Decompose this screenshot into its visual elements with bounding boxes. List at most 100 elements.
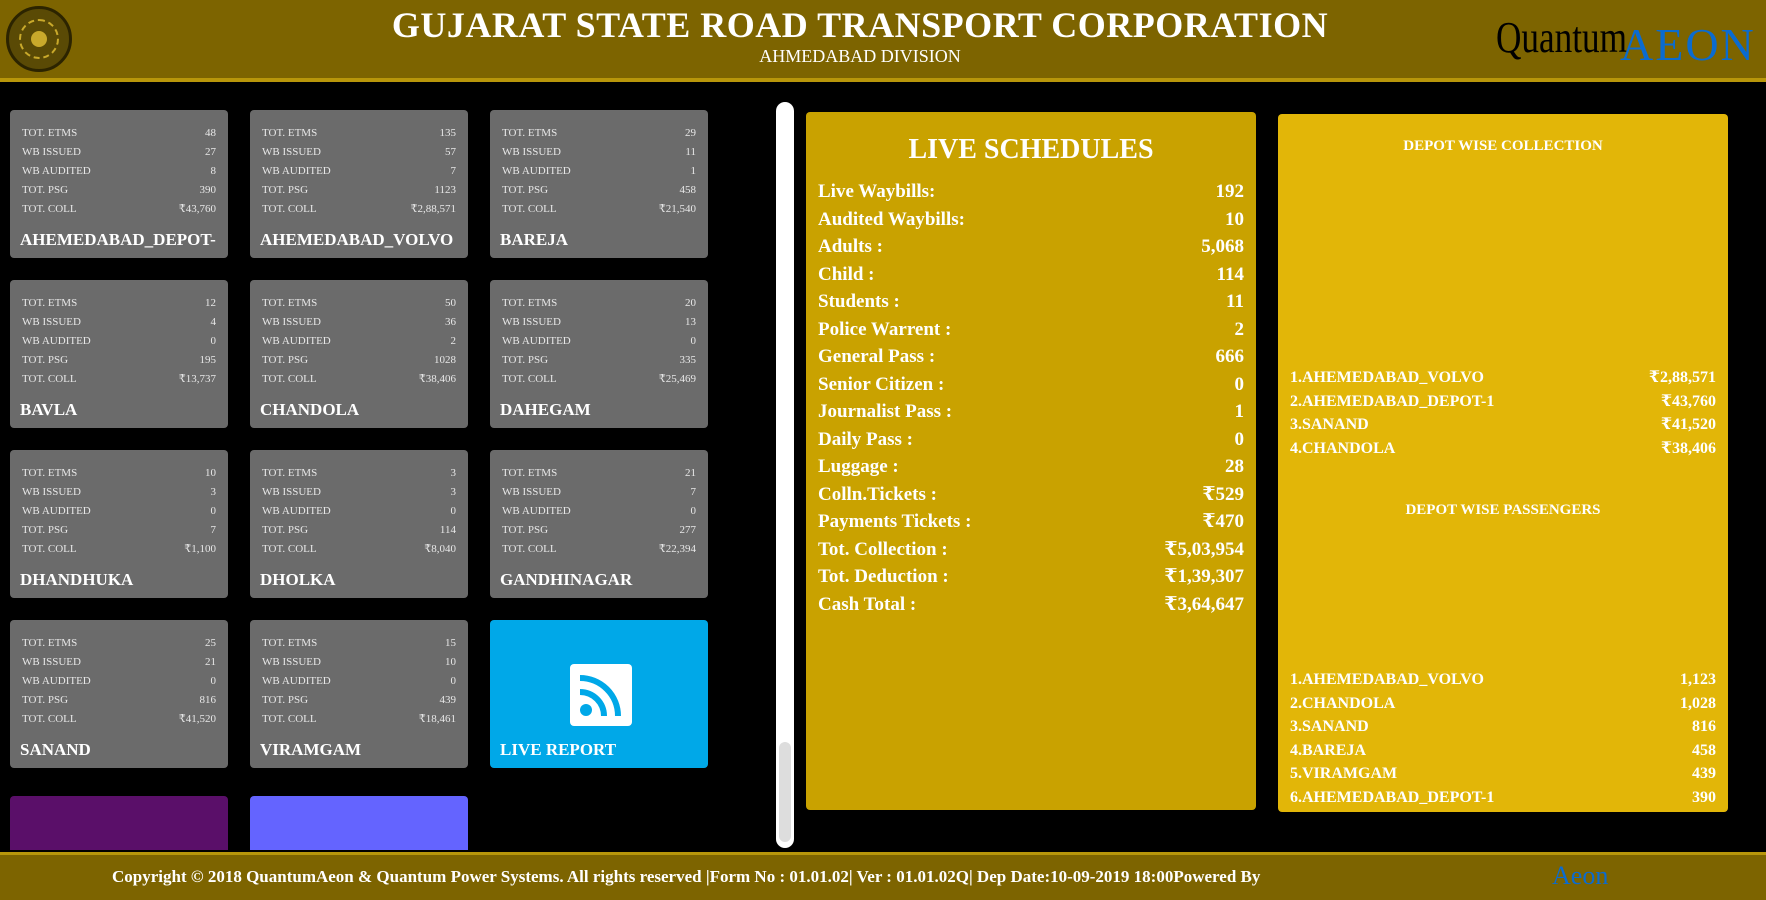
tile-stat-label: TOT. PSG (502, 524, 549, 536)
tile-stat-row: TOT. PSG 1028 (262, 351, 456, 370)
blue-tile[interactable] (250, 796, 468, 850)
tile-stat-value: 114 (439, 524, 456, 536)
live-stat-row: Journalist Pass : 1 (818, 398, 1244, 426)
depot-passengers-row: 1.AHEMEDABAD_VOLVO 1,123 (1290, 668, 1716, 692)
depot-tile[interactable]: TOT. ETMS 12 WB ISSUED 4 WB AUDITED 0 TOT. PSG… (10, 280, 228, 428)
header-bar: GUJARAT STATE ROAD TRANSPORT CORPORATION… (0, 0, 1766, 82)
tile-stat-row: WB ISSUED 57 (262, 143, 456, 162)
live-stat-label: Live Waybills: (818, 181, 936, 202)
live-schedules-title: LIVE SCHEDULES (908, 134, 1154, 165)
tile-stat-value: 439 (439, 694, 457, 706)
depot-tile[interactable]: TOT. ETMS 135 WB ISSUED 57 WB AUDITED 7 TOT. P… (250, 110, 468, 258)
tile-stat-row: TOT. PSG 114 (262, 521, 456, 540)
depot-tile[interactable]: TOT. ETMS 3 WB ISSUED 3 WB AUDITED 0 TOT. PSG 1… (250, 450, 468, 598)
tile-stat-row: TOT. ETMS 135 (262, 124, 456, 143)
tile-stat-value: ₹25,469 (658, 373, 696, 385)
depot-tile[interactable]: TOT. ETMS 29 WB ISSUED 11 WB AUDITED 1 TOT. PS… (490, 110, 708, 258)
tile-stat-value: 1123 (434, 184, 456, 196)
scrollbar-thumb[interactable] (779, 742, 791, 842)
depot-passengers-row: 4.BAREJA 458 (1290, 739, 1716, 763)
depot-tile[interactable]: TOT. ETMS 21 WB ISSUED 7 WB AUDITED 0 TOT. PSG… (490, 450, 708, 598)
tile-stat-label: WB AUDITED (502, 335, 571, 347)
live-stat-label: Students : (818, 291, 900, 312)
live-stat-value: 28 (1225, 456, 1244, 477)
purple-tile[interactable] (10, 796, 228, 850)
tile-stat-value: 57 (445, 146, 456, 158)
tile-stat-value: ₹43,760 (178, 203, 216, 215)
tile-stat-label: TOT. PSG (262, 524, 309, 536)
tile-stat-value: 4 (210, 316, 217, 328)
live-stat-label: Journalist Pass : (818, 401, 953, 422)
tile-stat-label: WB AUDITED (262, 675, 331, 687)
live-stat-row: Police Warrent : 2 (818, 316, 1244, 344)
live-stat-row: Daily Pass : 0 (818, 426, 1244, 454)
tile-stat-row: WB ISSUED 13 (502, 313, 696, 332)
tile-stat-label: TOT. COLL (22, 373, 77, 385)
tile-stat-row: TOT. COLL ₹2,88,571 (262, 200, 456, 219)
live-stat-row: Tot. Deduction : ₹1,39,307 (818, 563, 1244, 591)
tile-stat-row: WB ISSUED 27 (22, 143, 216, 162)
live-stat-row: Luggage : 28 (818, 453, 1244, 481)
tile-stat-label: TOT. PSG (22, 694, 69, 706)
depot-tile[interactable]: TOT. ETMS 48 WB ISSUED 27 WB AUDITED 8 TOT. PS… (10, 110, 228, 258)
rss-icon (570, 664, 632, 726)
tile-depot-name: AHEMEDABAD_DEPOT- (20, 230, 216, 249)
tile-stat-value: 0 (690, 505, 697, 517)
live-stat-label: Senior Citizen : (818, 373, 945, 395)
tile-stat-row: WB ISSUED 11 (502, 143, 696, 162)
depot-tile[interactable]: TOT. ETMS 50 WB ISSUED 36 WB AUDITED 2 TOT. PS… (250, 280, 468, 428)
tile-stat-row: TOT. PSG 7 (22, 521, 216, 540)
tile-stat-label: TOT. PSG (502, 354, 549, 366)
footer-copyright: Copyright © 2018 QuantumAeon & Quantum P… (112, 867, 1261, 886)
depot-tile[interactable]: TOT. ETMS 15 WB ISSUED 10 WB AUDITED 0 TOT. PS… (250, 620, 468, 768)
tile-stat-label: TOT. PSG (22, 524, 69, 536)
tile-stat-label: WB ISSUED (22, 486, 81, 498)
tile-stat-value: ₹38,406 (418, 373, 456, 385)
depot-tile[interactable]: TOT. ETMS 20 WB ISSUED 13 WB AUDITED 0 TOT. PS… (490, 280, 708, 428)
page-subtitle: AHMEDABAD DIVISION (759, 46, 961, 66)
depot-tile[interactable]: TOT. ETMS 25 WB ISSUED 21 WB AUDITED 0 TOT. PS… (10, 620, 228, 768)
depot-tile[interactable]: TOT. ETMS 10 WB ISSUED 3 WB AUDITED 0 TOT. PSG… (10, 450, 228, 598)
depot-collection-title: DEPOT WISE COLLECTION (1403, 138, 1603, 154)
tile-stat-label: TOT. PSG (22, 184, 69, 196)
live-stat-row: Students : 11 (818, 288, 1244, 316)
depot-passengers-row-name: 5.VIRAMGAM (1290, 765, 1398, 782)
live-stat-row: General Pass : 666 (818, 343, 1244, 371)
tile-stat-value: 29 (685, 127, 696, 139)
tile-stat-row: WB AUDITED 0 (262, 672, 456, 691)
vertical-scrollbar[interactable] (776, 102, 794, 848)
tile-stat-value: 10 (205, 467, 216, 479)
depot-collection-row-name: 3.SANAND (1290, 416, 1369, 433)
depot-collection-row-value: ₹38,406 (1660, 439, 1716, 457)
live-stat-label: Payments Tickets : (818, 511, 972, 532)
tile-stat-value: 458 (679, 184, 697, 196)
tile-stat-row: TOT. COLL ₹22,394 (502, 540, 696, 559)
tile-stat-row: TOT. COLL ₹1,100 (22, 540, 216, 559)
live-stat-label: Child : (818, 263, 875, 285)
tile-stat-value: 0 (210, 505, 217, 517)
tile-depot-name: VIRAMGAM (260, 740, 362, 759)
live-report-tile[interactable]: LIVE REPORT (490, 620, 708, 768)
live-report-label: LIVE REPORT (500, 740, 617, 759)
tile-stat-label: TOT. COLL (262, 713, 317, 725)
tile-stat-value: ₹8,040 (424, 543, 456, 555)
tile-depot-name: AHEMEDABAD_VOLVO (260, 230, 454, 249)
tile-stat-label: WB AUDITED (22, 675, 91, 687)
tile-stat-value: 1 (690, 165, 697, 177)
live-stat-label: Audited Waybills: (818, 208, 965, 230)
tile-stat-label: WB ISSUED (22, 316, 81, 328)
tile-stat-label: WB ISSUED (262, 486, 321, 498)
live-stat-row: Adults : 5,068 (818, 233, 1244, 261)
tile-stat-label: TOT. ETMS (262, 637, 318, 649)
live-stat-label: Tot. Collection : (818, 538, 948, 560)
tile-stat-label: WB ISSUED (502, 316, 561, 328)
tile-stat-row: TOT. COLL ₹18,461 (262, 710, 456, 729)
depot-passengers-row: 2.CHANDOLA 1,028 (1290, 692, 1716, 716)
live-stat-value: 11 (1226, 291, 1244, 312)
live-stat-label: Adults : (818, 236, 883, 257)
live-stat-row: Child : 114 (818, 261, 1244, 289)
tile-stat-row: WB ISSUED 7 (502, 483, 696, 502)
live-stat-row: Audited Waybills: 10 (818, 206, 1244, 234)
tile-stat-row: WB AUDITED 0 (22, 332, 216, 351)
tile-stat-row: WB AUDITED 2 (262, 332, 456, 351)
